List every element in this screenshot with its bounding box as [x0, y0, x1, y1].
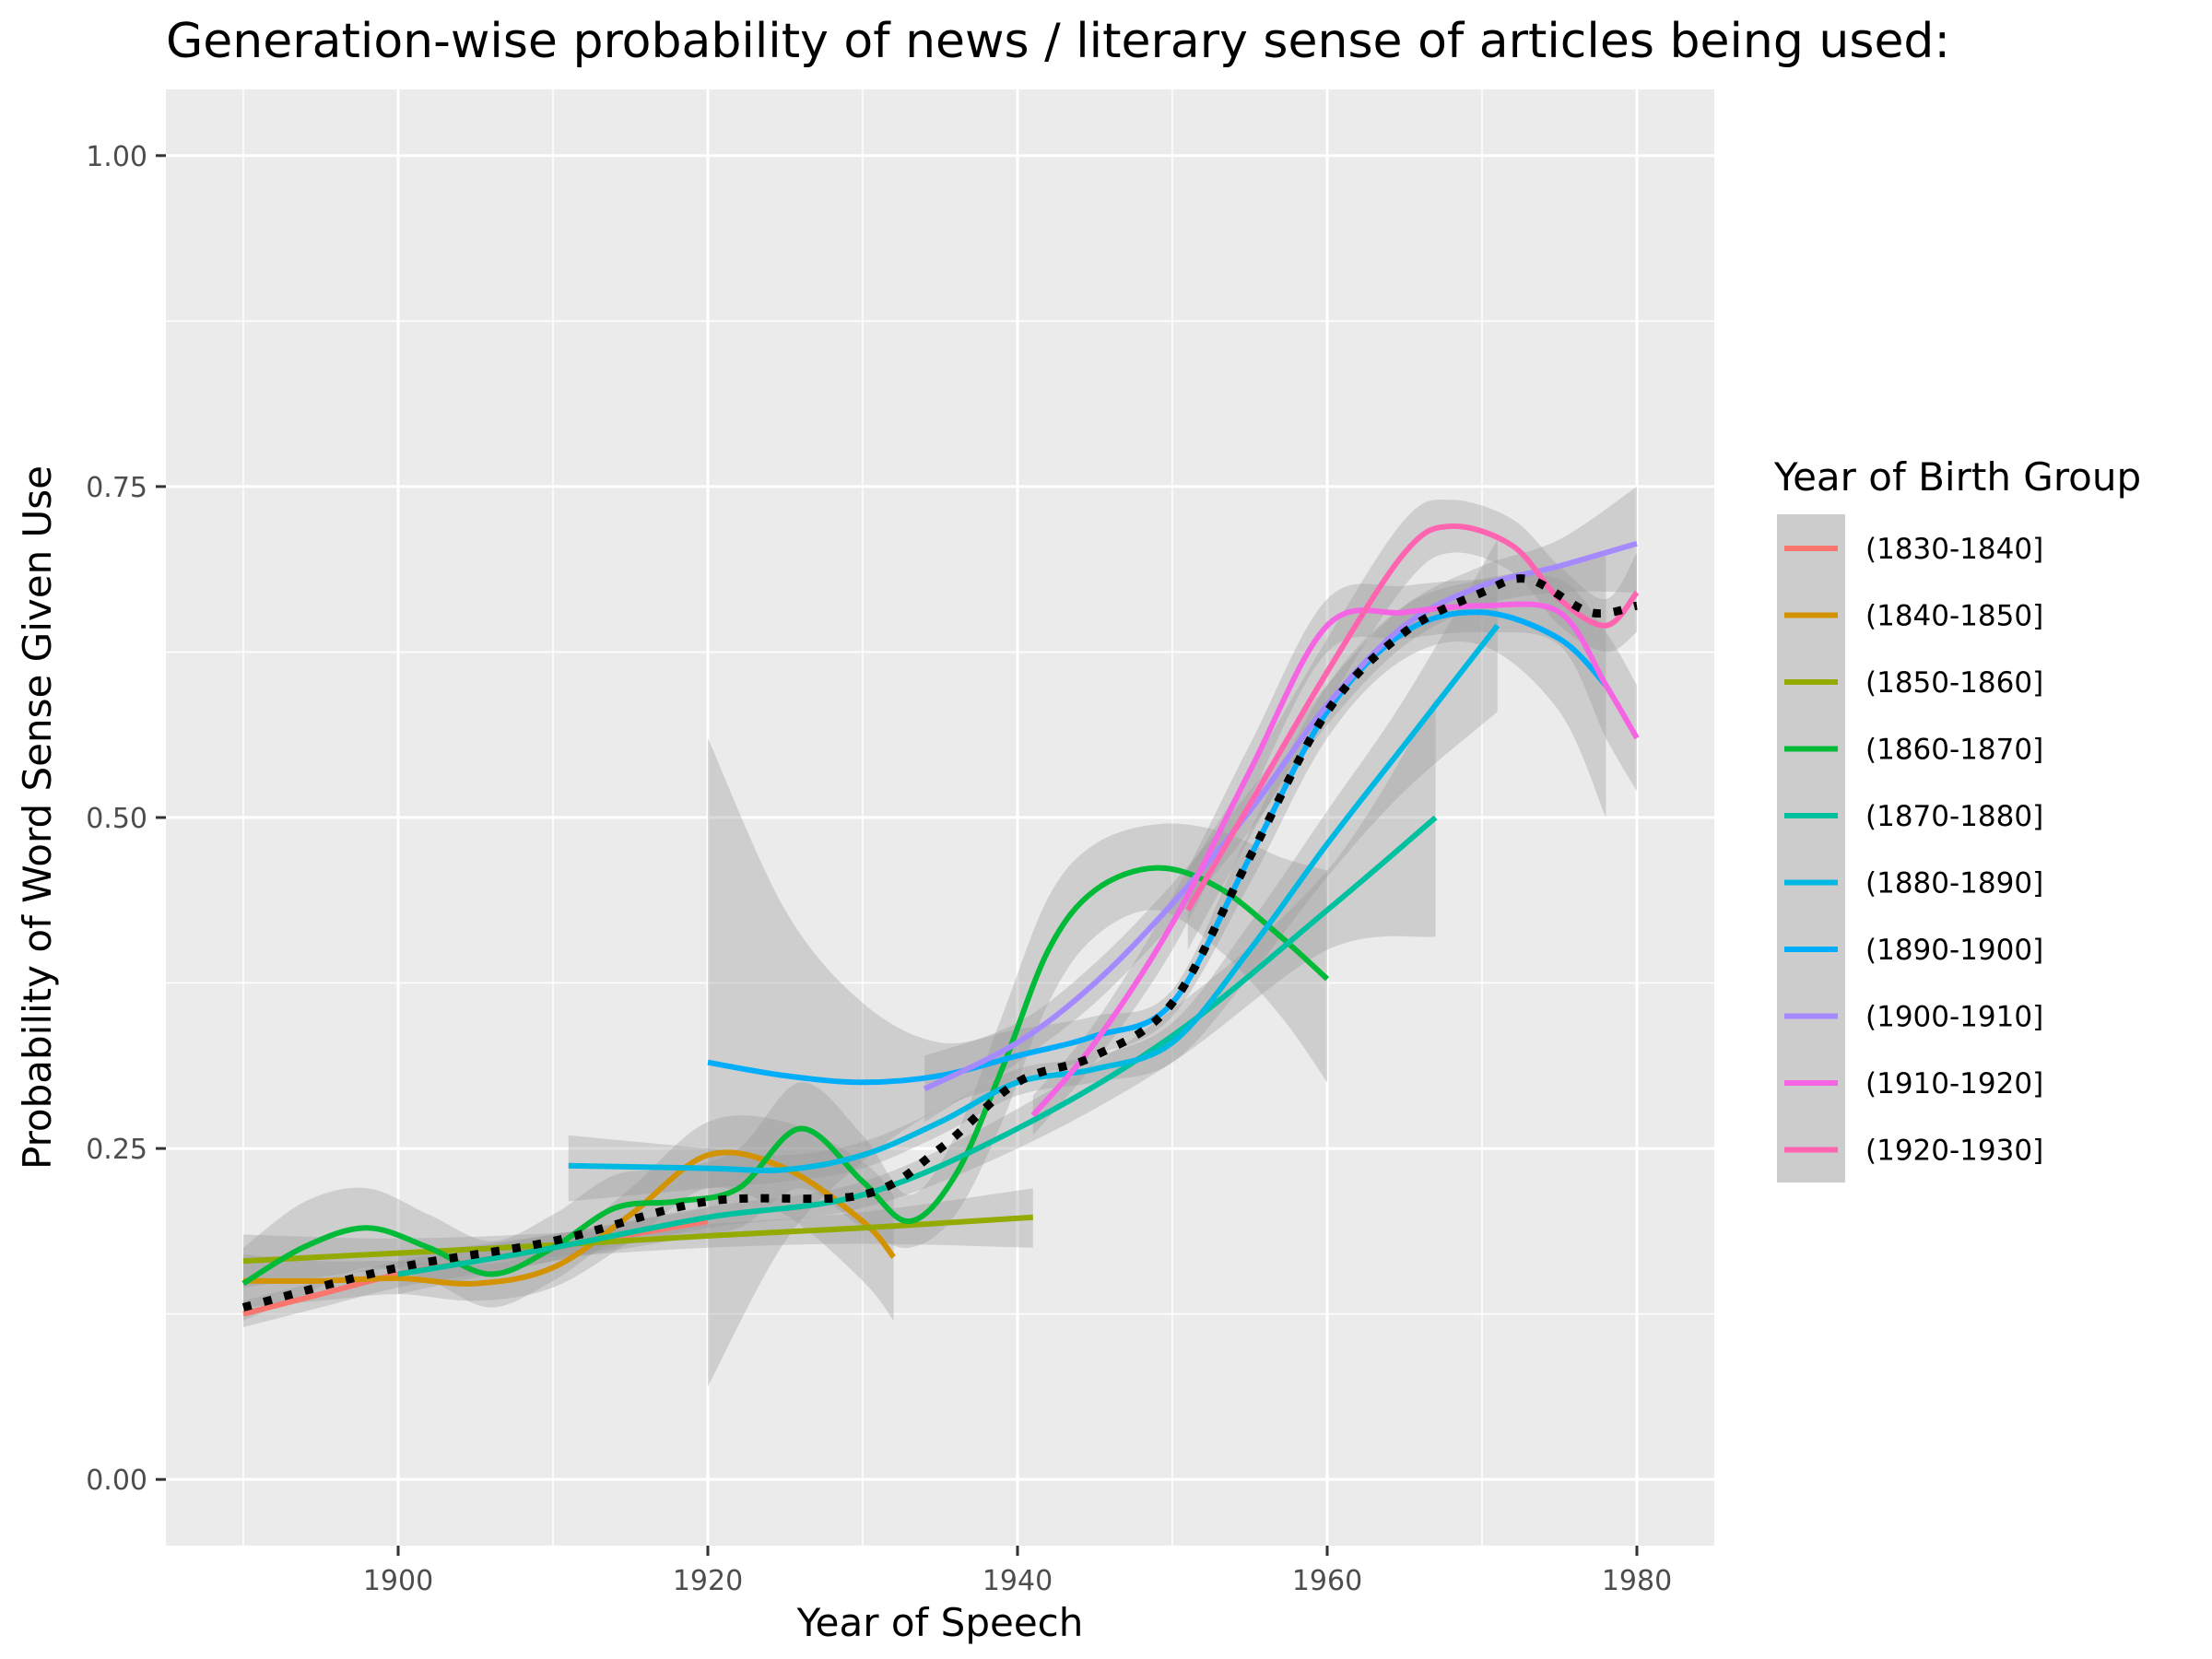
- x-axis-title: Year of Speech: [796, 1600, 1084, 1645]
- legend-label-2: (1840-1850]: [1865, 600, 2043, 633]
- chart-title: Generation-wise probability of news / li…: [166, 14, 1950, 69]
- legend-label-9: (1910-1920]: [1865, 1067, 2043, 1100]
- series-line-7: [707, 609, 1608, 1086]
- y-tick-label: 0.25: [86, 1134, 147, 1166]
- axis-ticks: 1900 1920 1940 1960 1980 0.00 0.25 0.50 0.75 1.00: [86, 141, 1672, 1597]
- x-tick-label: 1940: [982, 1565, 1053, 1597]
- y-tick-label: 0.50: [86, 803, 147, 835]
- confidence-band-10: [1187, 500, 1637, 950]
- y-tick-label: 0.00: [86, 1465, 147, 1497]
- y-axis-title: Probability of Word Sense Given Use: [15, 465, 60, 1170]
- legend-title: Year of Birth Group: [1773, 454, 2141, 500]
- legend-label-1: (1830-1840]: [1865, 533, 2043, 566]
- series-line-9: [1030, 601, 1640, 1118]
- series-line-10: [1185, 523, 1640, 912]
- series-line-5: [397, 815, 1438, 1277]
- series-line-6: [568, 623, 1500, 1173]
- legend-label-8: (1900-1910]: [1865, 1001, 2043, 1034]
- confidence-band-4: [243, 823, 1327, 1321]
- series-line-3: [242, 1214, 1033, 1265]
- legend-items: (1830-1840] (1840-1850] (1850-1860] (1860-1…: [1784, 533, 2043, 1168]
- legend-label-3: (1850-1860]: [1865, 666, 2043, 700]
- x-tick-label: 1900: [363, 1565, 433, 1597]
- legend-label-10: (1920-1930]: [1865, 1135, 2043, 1168]
- series-lines: [241, 523, 1640, 1317]
- x-tick-label: 1960: [1292, 1565, 1362, 1597]
- grid-lines: [166, 89, 1714, 1546]
- x-tick-label: 1920: [673, 1565, 743, 1597]
- series-line-8: [923, 540, 1638, 1092]
- legend-label-4: (1860-1870]: [1865, 734, 2043, 767]
- confidence-band-6: [568, 539, 1498, 1202]
- legend-label-5: (1870-1880]: [1865, 800, 2043, 833]
- y-tick-label: 1.00: [86, 141, 147, 173]
- x-tick-label: 1980: [1602, 1565, 1672, 1597]
- series-line-4: [241, 865, 1330, 1287]
- confidence-band-8: [924, 486, 1637, 1123]
- legend: Year of Birth Group (1830-1840] (1840-185…: [1773, 454, 2141, 1182]
- legend-label-7: (1890-1900]: [1865, 934, 2043, 967]
- confidence-band-7: [708, 552, 1606, 1387]
- legend-label-6: (1880-1890]: [1865, 867, 2043, 900]
- y-tick-label: 0.75: [86, 472, 147, 504]
- legend-key-background: [1777, 514, 1845, 1182]
